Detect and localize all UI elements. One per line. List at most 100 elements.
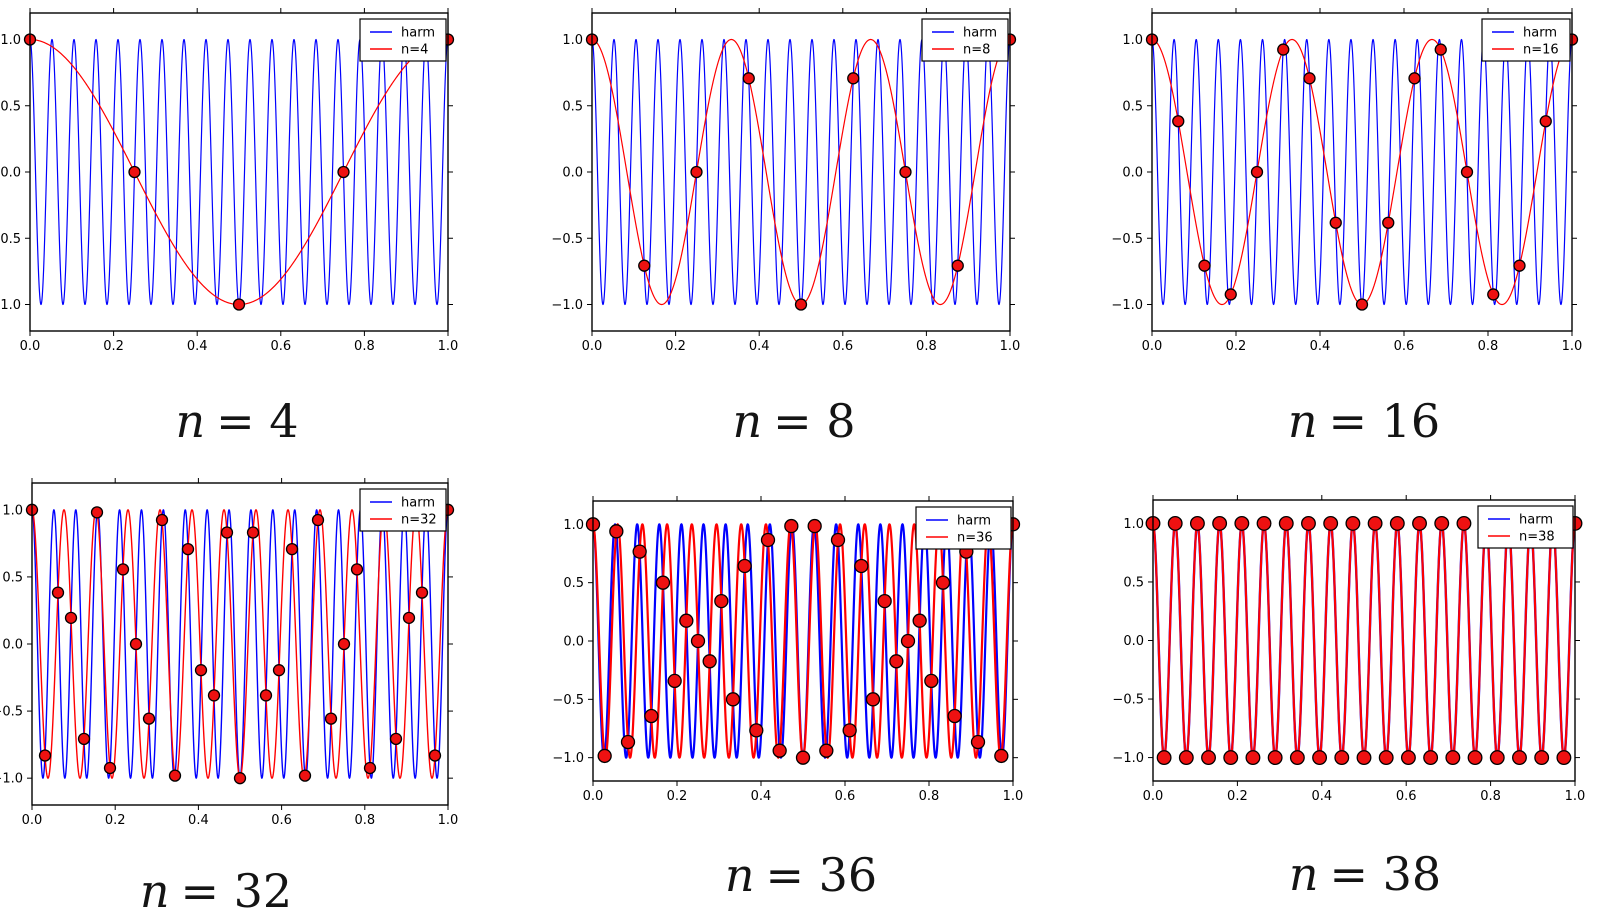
sample-point (1355, 298, 1369, 311)
caption-variable: n (1288, 847, 1319, 901)
sample-point (1434, 515, 1450, 531)
sample-point (1489, 750, 1505, 766)
legend-label: n=16 (1523, 43, 1559, 58)
chart-n38: 0.0 0.2 0.4 0.6 0.8 1.0 −1.0 −0.5 0.0 0.5 1.0 harm n… (1112, 495, 1585, 804)
sample-markers (585, 33, 1017, 311)
sample-point (1303, 72, 1316, 85)
sample-point (1277, 43, 1290, 56)
sample-point (899, 165, 912, 179)
tick-label: 0.4 (187, 339, 208, 354)
sample-point (129, 637, 143, 651)
sample-point (402, 611, 416, 624)
sample-point (667, 673, 682, 689)
sample-point (51, 586, 65, 599)
caption-value: = 36 (765, 848, 878, 902)
caption-value: = 8 (773, 394, 856, 448)
tick-label: 0.0 (582, 339, 603, 354)
sample-point (784, 518, 799, 534)
sample-point (1382, 216, 1395, 229)
tick-label: 1.0 (1123, 517, 1144, 532)
sample-point (847, 72, 860, 85)
sample-point (644, 708, 659, 724)
sample-point (1400, 750, 1416, 766)
sample-point (1167, 515, 1183, 531)
sample-point (1412, 515, 1427, 531)
tick-label: 1.0 (1122, 33, 1143, 48)
sample-point (64, 611, 78, 624)
caption-n38: n = 38 (1289, 847, 1441, 901)
sample-point (1513, 259, 1526, 272)
sample-point (155, 513, 169, 527)
caption-variable: n (1287, 394, 1318, 448)
caption-n36: n = 36 (725, 848, 877, 902)
sample-point (1367, 515, 1383, 531)
legend-label: harm (963, 26, 997, 41)
legend-label: n=36 (957, 531, 993, 546)
sample-point (737, 558, 752, 574)
axes-frame (31, 482, 449, 806)
sample-point (597, 748, 612, 764)
caption-variable: n (724, 848, 755, 902)
sample-point (38, 749, 52, 762)
tick-label: 0.0 (20, 339, 41, 354)
sample-point (702, 654, 717, 669)
tick-label: 0.2 (105, 813, 126, 828)
sample-point (233, 772, 247, 785)
tick-label: −1.0 (0, 772, 23, 787)
sample-point (415, 586, 429, 599)
sample-point (142, 712, 156, 725)
sample-point (1172, 115, 1185, 128)
tick-label: 0.0 (562, 166, 583, 181)
legend-box (359, 18, 447, 62)
legend-label: n=32 (401, 513, 437, 528)
tick-label: 0.4 (751, 789, 772, 804)
axes-frame (591, 12, 1011, 332)
tick-label: 1.0 (438, 813, 459, 828)
legend-label: harm (401, 26, 435, 41)
sample-point (1329, 216, 1342, 229)
legend-label: harm (401, 496, 435, 511)
sample-markers (25, 503, 455, 785)
sample-point (912, 613, 927, 628)
tick-label: 0.0 (583, 789, 604, 804)
sample-point (877, 593, 892, 609)
sample-point (337, 637, 351, 651)
sample-point (1456, 515, 1472, 531)
sample-point (1378, 750, 1394, 766)
legend: harm n=16 (1481, 18, 1571, 62)
sample-point (259, 689, 273, 702)
sample-point (1539, 115, 1552, 128)
sample-point (1250, 165, 1264, 179)
sample-point (679, 613, 694, 628)
tick-label: 0.0 (1142, 339, 1163, 354)
legend: harm n=36 (915, 506, 1012, 550)
legend-label: n=38 (1519, 530, 1555, 545)
sample-point (794, 298, 808, 311)
sample-point (900, 633, 916, 649)
tick-label: 1.0 (0, 33, 21, 48)
sample-point (924, 673, 939, 689)
tick-label: 0.6 (835, 789, 856, 804)
tick-label: 0.8 (354, 813, 375, 828)
sample-point (620, 734, 636, 750)
sample-point (655, 575, 671, 590)
caption-variable: n (139, 864, 170, 918)
tick-label: 0.8 (916, 339, 937, 354)
sample-point (935, 575, 951, 590)
legend-box (1477, 505, 1574, 549)
sample-point (1460, 165, 1474, 179)
n=38-curve (1152, 522, 1576, 759)
tick-label: 0.8 (1480, 789, 1501, 804)
tick-label: 0.4 (1311, 789, 1332, 804)
tick-label: 0.8 (1478, 339, 1499, 354)
sample-point (1156, 750, 1172, 766)
sample-point (865, 692, 881, 707)
sample-point (1256, 515, 1272, 531)
sample-point (77, 732, 91, 746)
sample-point (1423, 750, 1439, 766)
sample-point (90, 506, 104, 519)
caption-value: = 4 (216, 394, 299, 448)
sample-point (1289, 750, 1305, 766)
caption-n4: n = 4 (175, 394, 298, 448)
